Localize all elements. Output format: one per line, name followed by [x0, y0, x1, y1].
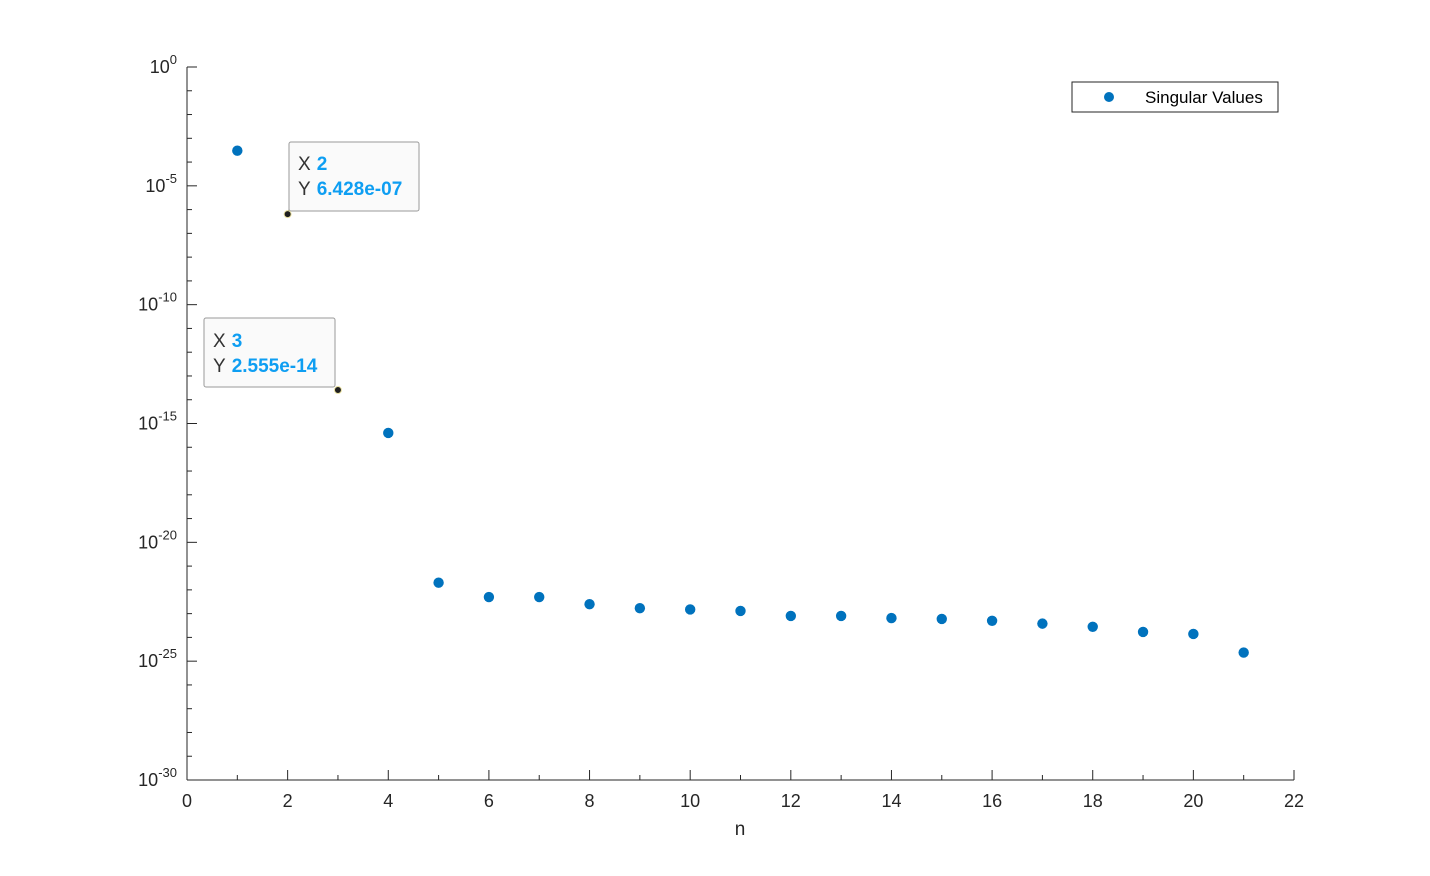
data-point-1[interactable] — [232, 145, 243, 156]
datatip-1-y: Y 6.428e-07 — [298, 179, 402, 200]
x-tick-label-22: 22 — [1284, 791, 1304, 811]
x-tick-label-2: 2 — [283, 791, 293, 811]
datatip-2-y: Y 2.555e-14 — [213, 356, 318, 377]
data-point-19[interactable] — [1137, 626, 1149, 638]
datatip-2-marker[interactable] — [333, 386, 342, 395]
y-tick-label-0: 100 — [150, 52, 177, 77]
data-point-16[interactable] — [986, 615, 998, 626]
data-points[interactable] — [232, 145, 1249, 658]
data-point-17[interactable] — [1037, 618, 1048, 629]
data-point-12[interactable] — [785, 610, 797, 622]
data-point-20[interactable] — [1188, 628, 1199, 640]
data-point-9[interactable] — [634, 602, 646, 614]
x-tick-label-4: 4 — [383, 791, 393, 811]
x-axis-label: n — [735, 819, 746, 840]
data-point-15[interactable] — [936, 613, 947, 625]
data-point-8[interactable] — [584, 598, 595, 610]
datatip-1-marker[interactable] — [283, 210, 292, 219]
legend[interactable]: Singular Values — [1071, 81, 1279, 113]
data-point-4[interactable] — [383, 427, 394, 439]
data-point-10[interactable] — [684, 604, 696, 615]
x-tick-label-12: 12 — [781, 791, 801, 811]
data-point-7[interactable] — [534, 591, 545, 603]
x-tick-label-14: 14 — [881, 791, 901, 811]
datatip-1-box — [288, 141, 420, 212]
data-point-5[interactable] — [433, 577, 444, 588]
legend-marker — [1104, 92, 1114, 102]
x-ticks: 0 2 4 6 8 10 12 14 16 18 20 22 — [182, 770, 1304, 811]
data-point-21[interactable] — [1238, 647, 1249, 658]
y-tick-label--20: 10-20 — [138, 527, 177, 552]
x-tick-label-8: 8 — [585, 791, 595, 811]
legend-entry-singular-values: Singular Values — [1145, 88, 1263, 107]
x-tick-label-20: 20 — [1183, 791, 1203, 811]
data-point-11[interactable] — [735, 605, 746, 617]
data-point-14[interactable] — [886, 612, 897, 624]
y-ticks: 100 10-5 10-10 10-15 10-20 10-25 10-30 — [138, 52, 197, 790]
data-point-6[interactable] — [483, 591, 495, 603]
data-point-18[interactable] — [1087, 621, 1098, 632]
x-tick-label-16: 16 — [982, 791, 1002, 811]
y-tick-label--15: 10-15 — [138, 409, 177, 434]
x-tick-label-0: 0 — [182, 791, 192, 811]
x-tick-label-6: 6 — [484, 791, 494, 811]
x-tick-label-10: 10 — [680, 791, 700, 811]
datatip-2-box — [203, 317, 336, 388]
y-tick-label--10: 10-10 — [138, 290, 177, 315]
x-tick-label-18: 18 — [1083, 791, 1103, 811]
y-tick-label--5: 10-5 — [145, 171, 177, 196]
y-tick-label--30: 10-30 — [138, 765, 177, 790]
y-tick-label--25: 10-25 — [138, 646, 177, 671]
data-point-13[interactable] — [835, 610, 847, 622]
